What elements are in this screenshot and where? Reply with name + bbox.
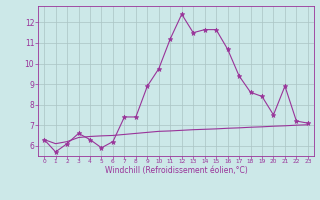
X-axis label: Windchill (Refroidissement éolien,°C): Windchill (Refroidissement éolien,°C) bbox=[105, 166, 247, 175]
